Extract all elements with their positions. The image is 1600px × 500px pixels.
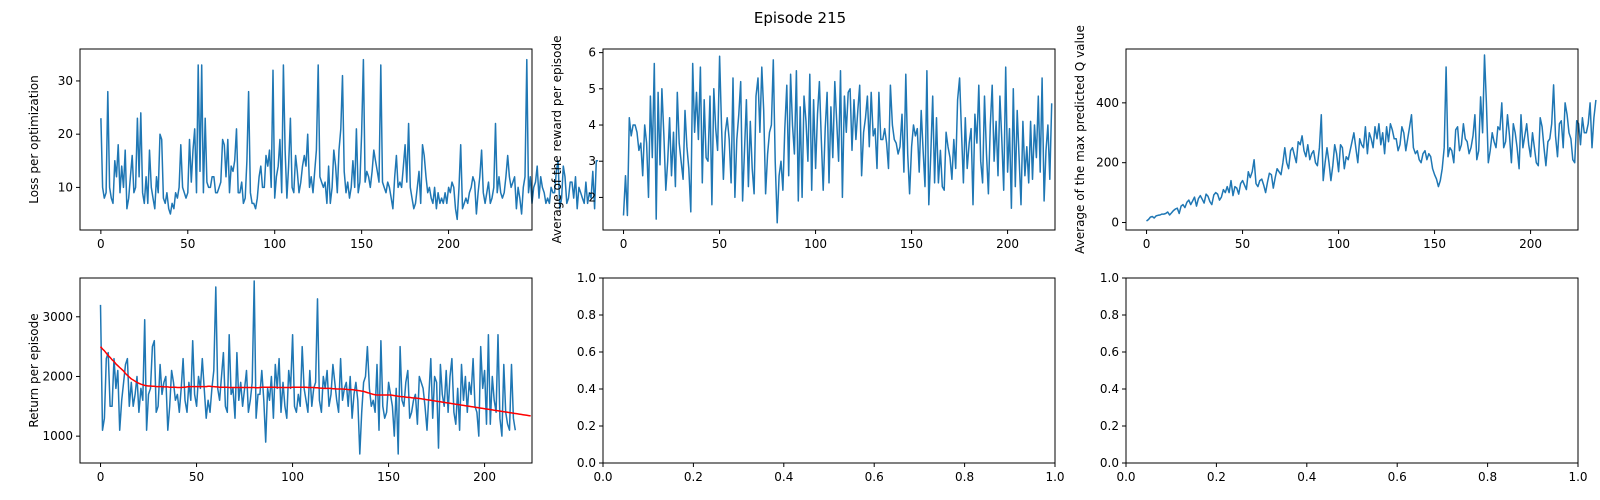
- y-tick-label-empty1: 0.6: [577, 345, 596, 359]
- y-tick-label-return: 3000: [42, 310, 73, 324]
- y-tick-label-reward: 2: [588, 190, 596, 204]
- x-tick-label-q: 100: [1327, 237, 1350, 251]
- x-tick-label-empty2: 0.2: [1207, 470, 1226, 484]
- y-tick-label-loss: 30: [58, 74, 73, 88]
- y-tick-label-empty1: 0.2: [577, 419, 596, 433]
- series-line-loss-0: [100, 58, 599, 221]
- x-tick-label-return: 100: [281, 470, 304, 484]
- y-axis-label-reward: Average of the reward per episode: [550, 35, 564, 243]
- y-tick-label-q: 0: [1111, 216, 1119, 230]
- y-tick-label-loss: 20: [58, 127, 73, 141]
- y-axis-label-loss: Loss per optimization: [27, 75, 41, 204]
- x-tick-label-empty2: 0.4: [1297, 470, 1316, 484]
- x-tick-label-empty2: 0.6: [1388, 470, 1407, 484]
- x-tick-label-empty1: 0.6: [865, 470, 884, 484]
- series-line-reward-0: [622, 55, 1053, 224]
- y-tick-label-empty2: 0.0: [1100, 456, 1119, 470]
- x-tick-label-empty2: 0.0: [1116, 470, 1135, 484]
- x-tick-label-loss: 100: [263, 237, 286, 251]
- x-tick-label-reward: 50: [712, 237, 727, 251]
- x-tick-label-loss: 0: [97, 237, 105, 251]
- x-tick-label-reward: 200: [996, 237, 1019, 251]
- y-tick-label-empty1: 1.0: [577, 271, 596, 285]
- subplot-loss: 0 50 100 150 200 10 20 30 Loss per optimization: [27, 48, 599, 251]
- subplot-empty1: 0.0 0.2 0.4 0.6 0.8 1.0 0.0 0.2 0.4 0.6 0.8 1.0: [577, 271, 1065, 484]
- y-tick-label-empty1: 0.4: [577, 382, 596, 396]
- x-tick-label-reward: 150: [900, 237, 923, 251]
- y-tick-label-empty2: 1.0: [1100, 271, 1119, 285]
- x-tick-label-return: 150: [377, 470, 400, 484]
- series-line-q-0: [1146, 54, 1597, 222]
- y-tick-label-empty1: 0.0: [577, 456, 596, 470]
- axes-frame-q: [1125, 48, 1579, 231]
- y-axis-label-q: Average of the max predicted Q value: [1073, 25, 1087, 254]
- y-tick-label-reward: 4: [588, 118, 596, 132]
- y-tick-label-loss: 10: [58, 180, 73, 194]
- subplot-empty2: 0.0 0.2 0.4 0.6 0.8 1.0 0.0 0.2 0.4 0.6 0.8 1.0: [1100, 271, 1588, 484]
- y-tick-label-return: 1000: [42, 429, 73, 443]
- x-tick-label-empty2: 1.0: [1568, 470, 1587, 484]
- x-tick-label-q: 200: [1519, 237, 1542, 251]
- y-tick-label-reward: 3: [588, 154, 596, 168]
- x-tick-label-empty1: 0.4: [774, 470, 793, 484]
- y-tick-label-return: 2000: [42, 369, 73, 383]
- y-axis-label-return: Return per episode: [27, 313, 41, 427]
- figure-suptitle: Episode 215: [754, 9, 846, 27]
- y-tick-label-empty1: 0.8: [577, 308, 596, 322]
- x-tick-label-q: 0: [1143, 237, 1151, 251]
- x-tick-label-loss: 200: [437, 237, 460, 251]
- x-tick-label-loss: 150: [350, 237, 373, 251]
- series-line-return-1: [99, 346, 531, 417]
- axes-frame-return: [79, 277, 533, 464]
- x-tick-label-return: 50: [189, 470, 204, 484]
- y-tick-label-empty2: 0.4: [1100, 382, 1119, 396]
- x-tick-label-reward: 100: [804, 237, 827, 251]
- y-tick-label-reward: 5: [588, 82, 596, 96]
- y-tick-label-reward: 6: [588, 46, 596, 60]
- x-tick-label-empty1: 0.2: [684, 470, 703, 484]
- x-tick-label-return: 0: [97, 470, 105, 484]
- x-tick-label-q: 150: [1423, 237, 1446, 251]
- x-tick-label-empty1: 0.8: [955, 470, 974, 484]
- y-tick-label-empty2: 0.6: [1100, 345, 1119, 359]
- y-tick-label-q: 200: [1096, 156, 1119, 170]
- axes-frame-loss: [79, 48, 533, 231]
- subplot-reward: 0 50 100 150 200 2 3 4 5 6 Average of the reward p…: [550, 35, 1056, 251]
- axes-frame-reward: [602, 48, 1056, 231]
- x-tick-label-reward: 0: [620, 237, 628, 251]
- x-tick-label-return: 200: [473, 470, 496, 484]
- y-tick-label-q: 400: [1096, 96, 1119, 110]
- x-tick-label-q: 50: [1235, 237, 1250, 251]
- series-line-return-0: [99, 280, 517, 455]
- axes-frame-empty2: [1125, 277, 1579, 464]
- subplot-q: 0 50 100 150 200 0 200 400 Average of the max pr…: [1073, 25, 1597, 254]
- x-tick-label-loss: 50: [180, 237, 195, 251]
- x-tick-label-empty2: 0.8: [1478, 470, 1497, 484]
- x-tick-label-empty1: 1.0: [1045, 470, 1064, 484]
- y-tick-label-empty2: 0.8: [1100, 308, 1119, 322]
- axes-frame-empty1: [602, 277, 1056, 464]
- y-tick-label-empty2: 0.2: [1100, 419, 1119, 433]
- x-tick-label-empty1: 0.0: [593, 470, 612, 484]
